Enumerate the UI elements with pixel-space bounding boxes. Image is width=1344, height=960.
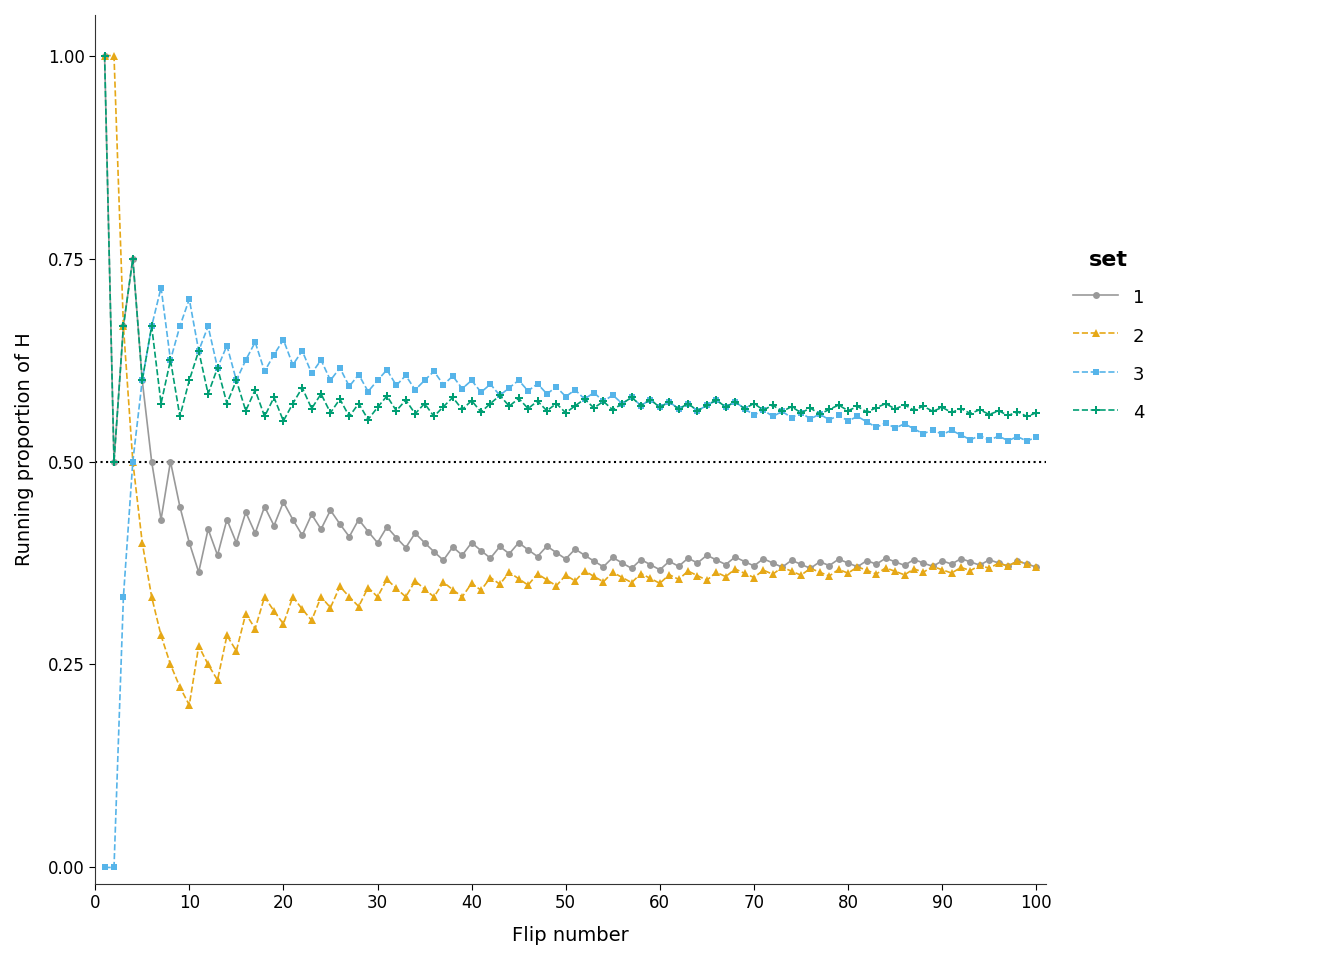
1 xyxy=(191,566,207,578)
2 xyxy=(586,570,602,582)
2 xyxy=(181,699,198,710)
1 xyxy=(661,556,677,567)
Line: 4: 4 xyxy=(101,52,1040,466)
4 xyxy=(661,396,677,407)
4 xyxy=(323,407,339,419)
4 xyxy=(97,50,113,61)
2 xyxy=(285,591,301,603)
4 xyxy=(106,456,122,468)
3 xyxy=(323,374,339,386)
1 xyxy=(586,555,602,566)
X-axis label: Flip number: Flip number xyxy=(512,926,629,945)
1 xyxy=(97,50,113,61)
Line: 1: 1 xyxy=(101,52,1040,576)
2 xyxy=(661,569,677,581)
4 xyxy=(285,397,301,409)
4 xyxy=(586,402,602,414)
3 xyxy=(962,434,978,445)
1 xyxy=(285,514,301,525)
Line: 2: 2 xyxy=(101,52,1040,709)
4 xyxy=(991,405,1007,417)
2 xyxy=(991,557,1007,568)
1 xyxy=(1028,562,1044,573)
Legend: 1, 2, 3, 4: 1, 2, 3, 4 xyxy=(1064,241,1153,432)
3 xyxy=(661,396,677,407)
2 xyxy=(97,50,113,61)
1 xyxy=(991,557,1007,568)
2 xyxy=(962,564,978,576)
3 xyxy=(586,387,602,398)
3 xyxy=(991,430,1007,442)
2 xyxy=(1028,562,1044,573)
2 xyxy=(323,602,339,613)
1 xyxy=(323,504,339,516)
3 xyxy=(97,862,113,874)
3 xyxy=(153,282,169,294)
3 xyxy=(1028,431,1044,443)
4 xyxy=(1028,407,1044,419)
4 xyxy=(962,408,978,420)
Y-axis label: Running proportion of H: Running proportion of H xyxy=(15,332,34,566)
3 xyxy=(285,359,301,371)
1 xyxy=(962,556,978,567)
Line: 3: 3 xyxy=(101,284,1040,871)
